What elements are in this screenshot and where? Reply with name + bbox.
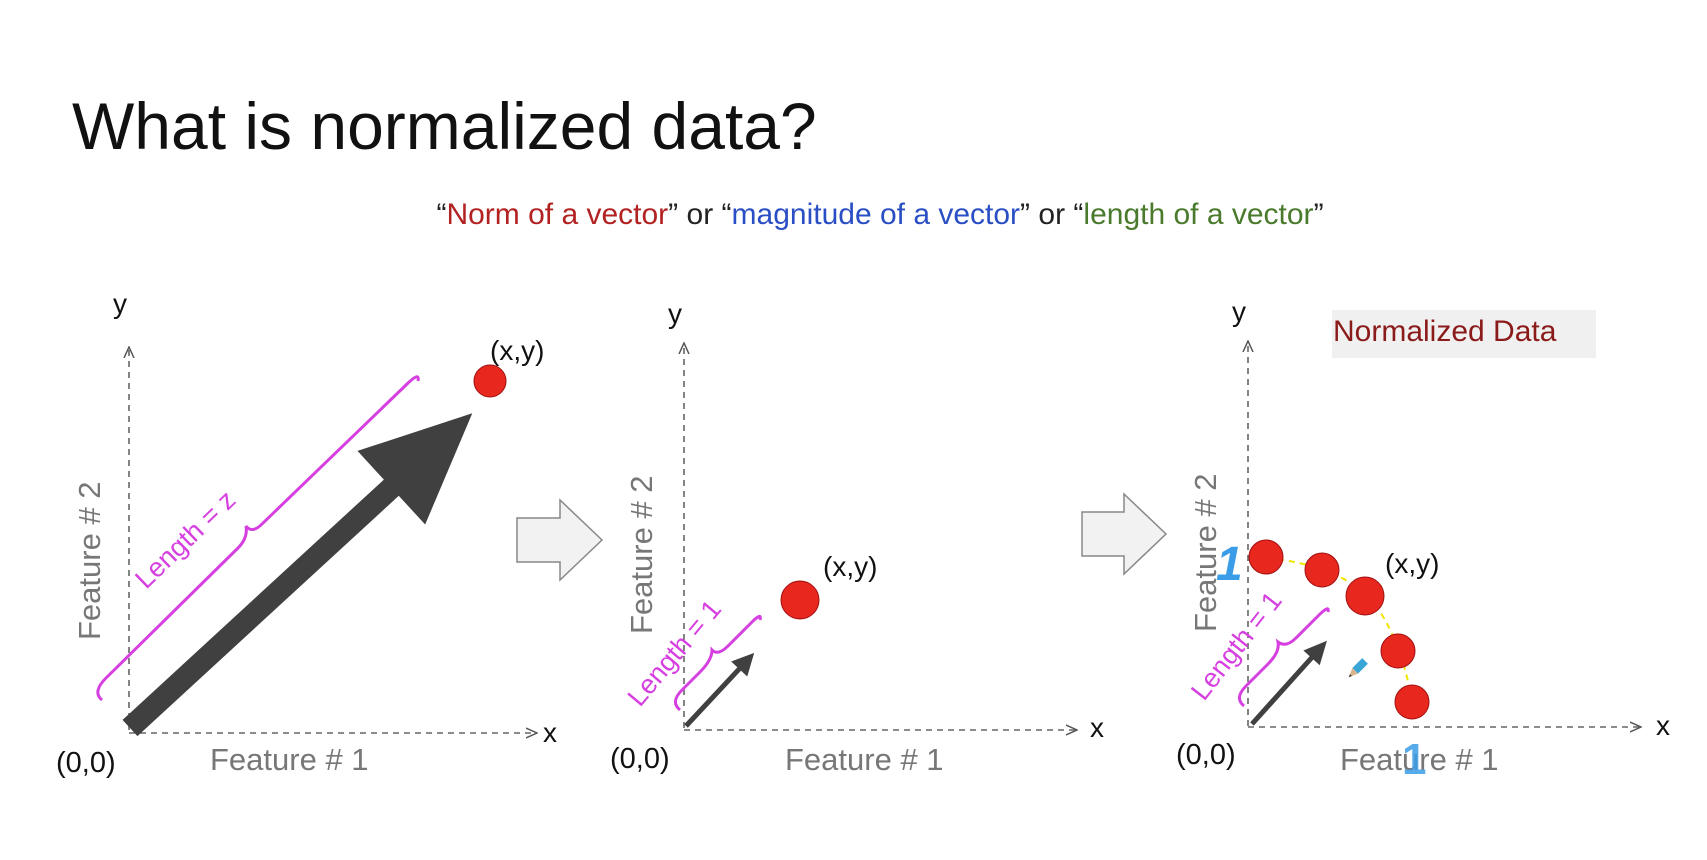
panel2-vector-arrow [684, 652, 755, 728]
quote-close-2: ” [1020, 198, 1031, 231]
panel2-length-brace [674, 615, 762, 712]
panel1-vector-arrow [122, 413, 473, 737]
panel1-point-label: (x,y) [490, 335, 544, 366]
panel3-feature1-label: Feature # 1 [1340, 742, 1499, 777]
panel3-vector-arrow [1250, 640, 1327, 726]
norm-phrase: Norm of a vector [446, 198, 669, 231]
handwritten-one-y: 1 [1216, 538, 1243, 591]
panel3-length-brace [1238, 607, 1330, 708]
panel2-point-label: (x,y) [823, 551, 877, 582]
panel3-x-label: x [1656, 710, 1670, 741]
panel1-length-brace [96, 375, 420, 702]
panel3-origin-label: (0,0) [1176, 739, 1236, 771]
normalized-label: Normalized Data [1333, 315, 1557, 348]
or-word-2: or [1030, 198, 1074, 231]
panel1-point [473, 364, 507, 398]
panel3-point-2 [1304, 552, 1340, 588]
panel3-point-5 [1394, 684, 1430, 720]
panel3-point-4 [1380, 633, 1416, 669]
panel1-feature2-label: Feature # 2 [72, 481, 107, 640]
normalized-label-box [1332, 310, 1596, 358]
panel2-feature1-label: Feature # 1 [785, 742, 944, 777]
panel1-length-label: Length = z [129, 485, 241, 595]
quote-close-3: ” [1313, 198, 1324, 231]
panel-2: y x (0,0) Feature # 1 Feature # 2 (x,y) … [610, 298, 1104, 777]
right-block-arrow-icon [516, 498, 604, 582]
panel3-point-3 [1345, 576, 1385, 616]
panel-3: y x (0,0) Feature # 1 Feature # 2 Normal… [1176, 296, 1670, 784]
panel3-point-1 [1248, 539, 1284, 575]
or-word-1: or [678, 198, 722, 231]
panel1-origin-label: (0,0) [56, 747, 116, 779]
pencil-cursor-icon [1348, 658, 1368, 678]
quote-open-1: “ [436, 198, 447, 231]
quote-open-2: “ [721, 198, 732, 231]
panel3-feature2-label: Feature # 2 [1188, 473, 1223, 632]
handwritten-one-x: 1 [1402, 735, 1426, 784]
panel1-feature1-label: Feature # 1 [210, 742, 369, 777]
panel2-x-label: x [1090, 712, 1104, 743]
panel-1: y x (0,0) Feature # 1 Feature # 2 (x,y) … [56, 288, 557, 779]
right-block-arrow-icon [1081, 492, 1168, 576]
quote-open-3: “ [1073, 198, 1084, 231]
panel1-y-label: y [113, 288, 127, 319]
slide-subtitle: “Norm of a vector” or “magnitude of a ve… [0, 198, 1707, 232]
panel1-x-label: x [543, 717, 557, 748]
slide-title: What is normalized data? [72, 89, 817, 163]
panel2-feature2-label: Feature # 2 [624, 475, 659, 634]
panel3-y-label: y [1232, 296, 1246, 327]
panel2-point [780, 580, 820, 620]
panel2-y-label: y [668, 298, 682, 329]
length-phrase: length of a vector [1083, 198, 1314, 231]
magnitude-phrase: magnitude of a vector [731, 198, 1021, 231]
panel2-origin-label: (0,0) [610, 743, 670, 775]
quote-close-1: ” [668, 198, 679, 231]
panel3-point-label: (x,y) [1385, 548, 1439, 579]
